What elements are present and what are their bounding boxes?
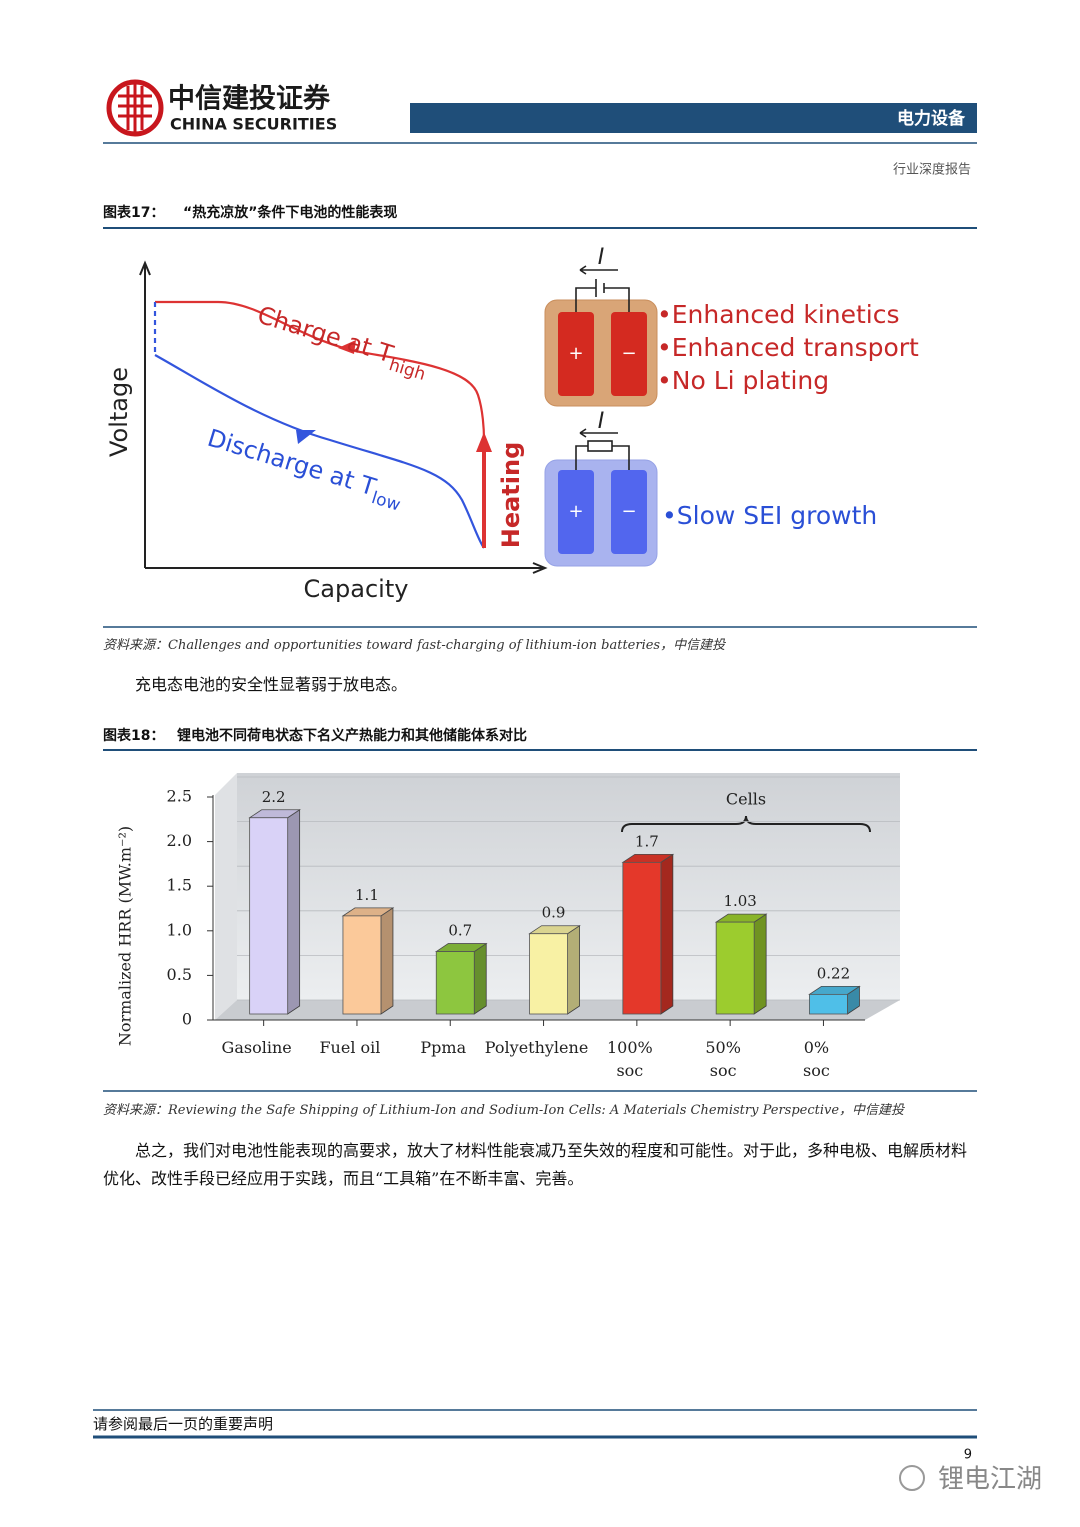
bullet: • <box>657 333 672 362</box>
value-label: 0.9 <box>542 904 566 922</box>
arrowhead <box>476 432 492 452</box>
bar <box>809 993 848 1015</box>
charge-curve <box>155 300 486 441</box>
electrode <box>611 470 647 554</box>
benefit: •Enhanced transport <box>657 333 919 362</box>
annotation: Cells <box>726 790 766 809</box>
value-label: 2.2 <box>262 788 286 806</box>
source: 资料来源：Reviewing the Safe Shipping of Lith… <box>103 1103 905 1118</box>
sector-bar <box>410 103 977 133</box>
x-tick-label: 0% soc <box>803 1038 830 1080</box>
logo <box>106 79 164 137</box>
electrode <box>558 470 594 554</box>
bar <box>715 921 755 1015</box>
arrowhead <box>296 430 316 444</box>
benefit: •Enhanced kinetics <box>657 300 900 329</box>
y-tick-label: 2.0 <box>167 831 192 850</box>
source: 资料来源：Challenges and opportunities toward… <box>103 638 726 653</box>
bar <box>435 951 475 1015</box>
axes <box>139 260 548 574</box>
value-label: 1.03 <box>723 892 756 910</box>
x-tick-label: 100% soc <box>606 1038 653 1080</box>
y-tick-label: 1.0 <box>167 920 192 939</box>
figure-label: 图表18： <box>103 727 164 744</box>
value-label: 1.1 <box>355 886 379 904</box>
bar-side <box>287 809 301 1015</box>
heating-label: Heating <box>497 442 525 549</box>
side-wall <box>215 773 237 1020</box>
paragraph: 充电态电池的安全性显著弱于放电态。 <box>135 675 408 694</box>
benefit-text: Enhanced transport <box>672 333 919 362</box>
benefit-text: Slow SEI growth <box>677 501 877 530</box>
figure-label: 图表17： <box>103 204 164 221</box>
disclaimer: 请参阅最后一页的重要声明 <box>93 1415 273 1433</box>
plus-sign: + <box>568 343 583 364</box>
battery-symbol <box>575 265 630 312</box>
benefit: •Slow SEI growth <box>662 501 877 530</box>
report-type: 行业深度报告 <box>893 162 971 178</box>
bar <box>249 817 289 1015</box>
y-tick-label: 0.5 <box>167 965 192 984</box>
y-axis-label: Voltage <box>105 367 133 457</box>
x-tick-label: Fuel oil <box>319 1038 381 1057</box>
watermark-icon <box>899 1465 925 1491</box>
value-label: 0.22 <box>817 964 850 982</box>
x-axis-label: Capacity <box>304 575 409 603</box>
resistor-wires <box>575 428 630 470</box>
x-tick-label: Polyethylene <box>484 1038 589 1057</box>
bar <box>622 861 662 1015</box>
x-tick-label: Ppma <box>420 1038 467 1057</box>
sector: 电力设备 <box>897 108 966 129</box>
minus-sign: − <box>621 501 636 522</box>
resistor <box>587 440 613 452</box>
bullet: • <box>657 300 672 329</box>
plus-sign: + <box>568 501 583 522</box>
charge-label: Charge at Thigh <box>252 301 431 385</box>
x-tick-label: Gasoline <box>221 1038 292 1057</box>
y-tick-label: 1.5 <box>167 876 192 895</box>
discharge-text: Discharge at T <box>204 424 379 502</box>
benefit-text: No Li plating <box>672 366 829 395</box>
cells-brace <box>621 815 871 833</box>
discharge-curve <box>154 354 485 549</box>
current-label: I <box>598 245 605 270</box>
bar <box>342 915 382 1015</box>
charge-sub: high <box>386 355 427 385</box>
current-label: I <box>598 409 605 434</box>
arrowhead <box>338 340 356 354</box>
y-tick-label: 2.5 <box>167 787 192 806</box>
minus-sign: − <box>621 343 636 364</box>
bar-side <box>753 913 767 1015</box>
x-tick-label: 50% soc <box>705 1038 741 1080</box>
bar-side <box>660 853 674 1015</box>
watermark: 锂电江湖 <box>938 1465 1042 1495</box>
y-tick-label: 0 <box>182 1010 192 1029</box>
bar-side <box>473 942 487 1015</box>
bullet: • <box>657 366 672 395</box>
diagram: Voltage Capacity Charge at Thigh Dischar… <box>105 260 658 603</box>
logo-mark <box>118 84 152 132</box>
bullet: • <box>662 501 677 530</box>
page-number: 9 <box>964 1448 972 1463</box>
bar <box>529 933 568 1015</box>
value-label: 1.7 <box>635 832 659 850</box>
figure-title: “热充凉放”条件下电池的性能表现 <box>183 204 397 221</box>
benefit-text: Enhanced kinetics <box>672 300 900 329</box>
logo-cn: 中信建投证券 <box>168 83 331 115</box>
y-axis-label: Normalized HRR (MW.m⁻²) <box>116 826 135 1046</box>
logo-en: CHINA SECURITIES <box>170 115 337 134</box>
electrode <box>558 312 594 396</box>
benefit: •No Li plating <box>657 366 829 395</box>
charge-text: Charge at T <box>254 301 397 369</box>
figure-title: 锂电池不同荷电状态下名义产热能力和其他储能体系对比 <box>177 727 527 744</box>
bar-side <box>567 924 580 1015</box>
paragraph: 总之，我们对电池性能表现的高要求，放大了材料性能衰减乃至失效的程度和可能性。对于… <box>103 1141 968 1188</box>
electrode <box>611 312 647 396</box>
bar-side <box>380 907 394 1015</box>
discharge-sub: low <box>369 488 403 516</box>
value-label: 0.7 <box>448 922 472 940</box>
